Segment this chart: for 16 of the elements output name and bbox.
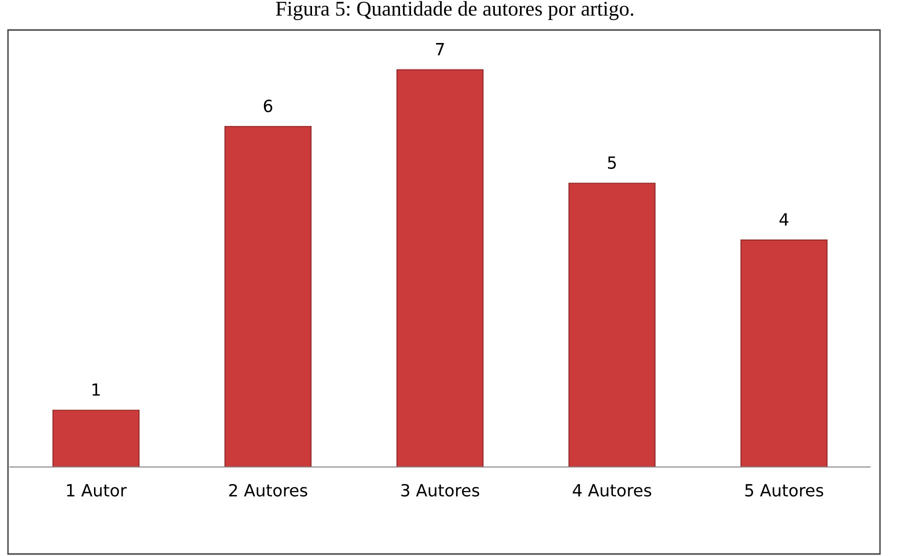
chart-title: Figura 5: Quantidade de autores por artigo. <box>276 1 634 20</box>
bar <box>740 239 828 467</box>
bar <box>52 410 140 467</box>
bar <box>224 126 312 467</box>
data-label: 5 <box>608 156 616 169</box>
data-label: 1 <box>92 384 100 396</box>
data-label: 4 <box>780 213 788 226</box>
x-tick-label: 5 Autores <box>745 484 824 497</box>
x-tick-label: 2 Autores <box>229 484 308 497</box>
data-label: 7 <box>436 43 444 56</box>
bar <box>396 69 484 467</box>
x-tick-label: 4 Autores <box>572 484 652 497</box>
x-tick-label: 3 Autores <box>401 484 480 497</box>
data-label: 6 <box>264 100 272 112</box>
bar <box>568 182 656 467</box>
x-tick-label: 1 Autor <box>67 484 127 497</box>
